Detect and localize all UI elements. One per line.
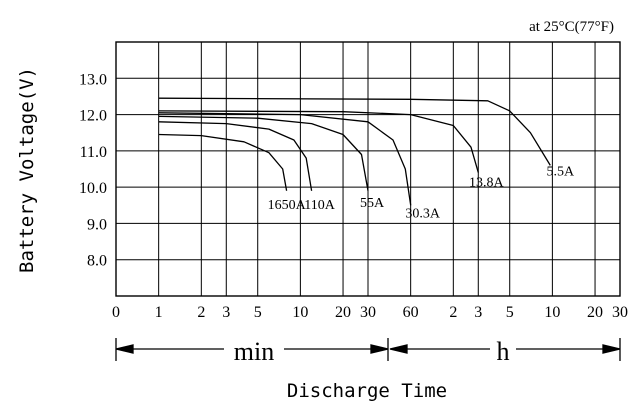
y-tick-label: 13.0 — [79, 71, 107, 88]
y-tick-label: 10.0 — [79, 180, 107, 197]
x-axis-label: Discharge Time — [287, 380, 447, 402]
temperature-note: at 25°C(77°F) — [529, 19, 614, 35]
series-label: 5.5A — [546, 164, 575, 179]
series-label: 30.3A — [405, 206, 441, 221]
x-tick-label: 5 — [506, 304, 514, 321]
hour-range-arrow — [389, 338, 621, 361]
x-tick-label: 30 — [612, 304, 628, 321]
x-tick-label: 5 — [254, 304, 262, 321]
y-axis-label: Battery Voltage(V) — [16, 67, 38, 273]
x-tick-label: 2 — [449, 304, 457, 321]
y-tick-label: 9.0 — [87, 216, 107, 233]
min-range-arrow — [115, 338, 389, 361]
grid: 13.012.011.010.09.08.00 1 2 3 5 10 20 30 60 2 3 5 10… — [79, 41, 628, 321]
x-tick-label: 1 — [155, 304, 163, 321]
x-tick-label: 30 — [360, 304, 376, 321]
x-tick-label: 10 — [292, 304, 308, 321]
series-label: 13.8A — [469, 176, 505, 191]
curve-30-3A — [158, 112, 412, 206]
x-tick-label: 20 — [587, 304, 603, 321]
curve-13-8A — [158, 110, 479, 173]
curve-55A — [158, 115, 369, 191]
hour-unit-label: h — [497, 337, 510, 366]
x-tick-label: 10 — [544, 304, 560, 321]
y-tick-label: 8.0 — [87, 253, 107, 270]
x-tick-label: 2 — [197, 304, 205, 321]
series-label: 1650A — [268, 198, 307, 213]
curve-1650A — [158, 133, 288, 191]
x-tick-label: 60 — [403, 304, 419, 321]
series-label: 55A — [360, 196, 385, 211]
x-tick-label: 3 — [222, 304, 230, 321]
x-tick-label: 20 — [335, 304, 351, 321]
curves — [158, 97, 551, 206]
series-label: 110A — [304, 198, 335, 213]
x-tick-label: 0 — [112, 304, 120, 321]
min-unit-label: min — [234, 337, 274, 366]
curve-110A — [158, 121, 313, 191]
curve-5-5A — [158, 97, 551, 166]
y-tick-label: 11.0 — [80, 144, 107, 161]
y-tick-label: 12.0 — [79, 108, 107, 125]
x-tick-label: 3 — [474, 304, 482, 321]
